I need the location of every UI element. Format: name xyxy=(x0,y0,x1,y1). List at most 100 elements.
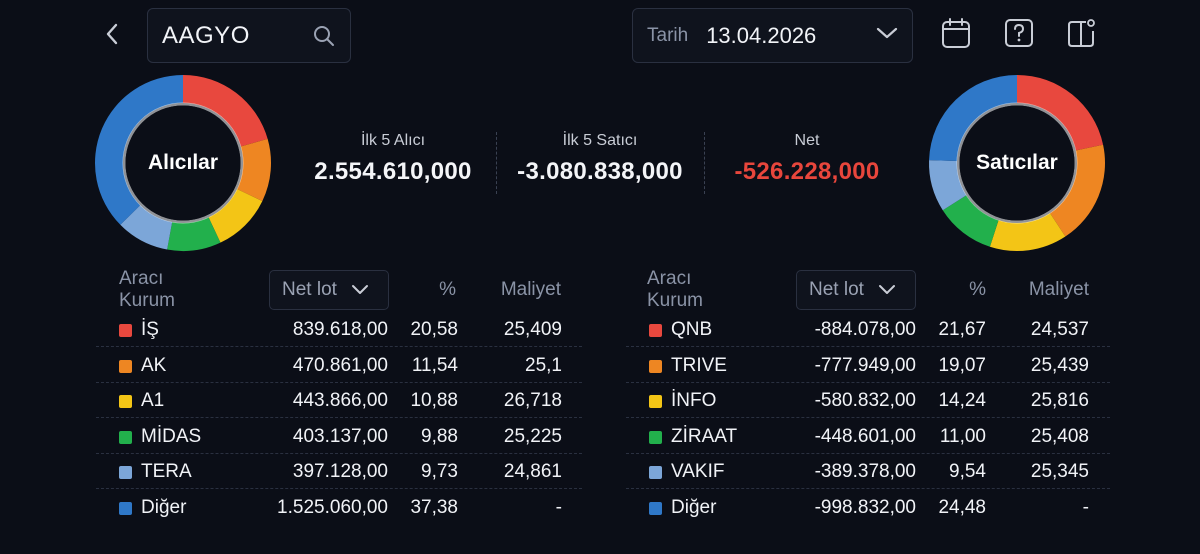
chevron-down-icon xyxy=(351,284,369,296)
net-lot-value: -580.832,00 xyxy=(814,390,916,411)
broker-color-swatch xyxy=(119,324,132,337)
layout-settings-button[interactable] xyxy=(1065,17,1099,53)
broker-color-swatch xyxy=(649,395,662,408)
percent-value: 24,48 xyxy=(938,496,986,518)
cost-value: - xyxy=(555,496,562,518)
cost-value: 25,408 xyxy=(1030,425,1089,447)
donut-hole xyxy=(959,105,1075,221)
donut-slice xyxy=(929,160,967,211)
row-divider xyxy=(626,488,1110,489)
table-row[interactable]: AK 470.861,00 11,54 25,1 xyxy=(96,348,582,383)
table-row[interactable]: İŞ 839.618,00 20,58 25,409 xyxy=(96,312,582,347)
net-lot-value: -448.601,00 xyxy=(814,425,916,447)
header-percent: % xyxy=(969,279,986,300)
row-divider xyxy=(626,381,1110,383)
broker-name: QNB xyxy=(671,319,713,340)
table-row[interactable]: TERA 397.128,00 9,73 24,861 xyxy=(96,454,582,489)
symbol-value[interactable]: AAGYO xyxy=(162,21,250,49)
net-lot-value: 443.866,00 xyxy=(292,390,388,411)
table-row[interactable]: VAKIF -389.378,00 9,54 25,345 xyxy=(626,454,1110,489)
chevron-left-icon xyxy=(104,22,120,51)
net-lot-value: 839.618,00 xyxy=(292,319,388,340)
percent-value: 20,58 xyxy=(410,319,458,340)
cost-value: 26,718 xyxy=(503,390,562,411)
table-row[interactable]: Diğer 1.525.060,00 37,38 - xyxy=(96,490,582,525)
header-broker: Aracı Kurum xyxy=(647,268,703,311)
calendar-icon xyxy=(941,17,971,54)
row-divider xyxy=(96,381,582,383)
date-selector[interactable]: Tarih 13.04.2026 xyxy=(632,8,913,63)
sellers-donut-label: Satıcılar xyxy=(976,151,1058,174)
broker-color-swatch xyxy=(119,359,132,373)
netlot-header: Net lot xyxy=(809,279,864,300)
broker-color-swatch xyxy=(119,501,132,515)
broker-color-swatch xyxy=(119,395,132,408)
row-divider xyxy=(96,417,582,418)
table-row[interactable]: MİDAS 403.137,00 9,88 25,225 xyxy=(96,419,582,454)
back-button[interactable] xyxy=(96,18,128,54)
table-row[interactable]: ZİRAAT -448.601,00 11,00 25,408 xyxy=(626,419,1110,454)
net-lot-value: -389.378,00 xyxy=(814,461,916,482)
table-row[interactable]: A1 443.866,00 10,88 26,718 xyxy=(96,383,582,418)
buyers-donut-chart: Alıcılar xyxy=(94,74,272,252)
cost-value: 25,439 xyxy=(1030,354,1089,376)
sellers-donut-chart: Satıcılar xyxy=(928,74,1106,252)
net-label: Net xyxy=(794,132,820,149)
cost-value: - xyxy=(1082,496,1089,518)
chevron-down-icon xyxy=(876,26,898,45)
broker-color-swatch xyxy=(649,466,662,479)
calendar-button[interactable] xyxy=(939,17,973,53)
donut-slice xyxy=(167,217,221,251)
top-sellers-value: -3.080.838,000 xyxy=(517,158,683,185)
table-row[interactable]: QNB -884.078,00 21,67 24,537 xyxy=(626,312,1110,347)
net-lot-value: -777.949,00 xyxy=(814,354,916,376)
cost-value: 25,409 xyxy=(503,319,562,340)
summary-top-sellers: İlk 5 Satıcı -3.080.838,000 xyxy=(506,132,694,194)
netlot-sort-dropdown[interactable]: Net lot xyxy=(269,270,389,310)
net-value: -526.228,000 xyxy=(734,158,880,185)
percent-value: 37,38 xyxy=(410,496,458,518)
date-value: 13.04.2026 xyxy=(706,22,817,48)
symbol-search[interactable]: AAGYO xyxy=(147,8,351,63)
donut-slice xyxy=(208,188,263,243)
row-divider xyxy=(626,346,1110,347)
help-icon xyxy=(1004,18,1034,53)
donut-slice xyxy=(237,138,271,202)
percent-value: 19,07 xyxy=(938,354,986,376)
top-sellers-label: İlk 5 Satıcı xyxy=(562,132,638,149)
net-lot-value: -884.078,00 xyxy=(814,319,916,340)
table-row[interactable]: TRIVE -777.949,00 19,07 25,439 xyxy=(626,348,1110,383)
donut-slice xyxy=(1049,144,1105,237)
donut-inner-ring xyxy=(122,102,244,224)
top-buyers-label: İlk 5 Alıcı xyxy=(360,132,426,149)
header-cost: Maliyet xyxy=(1028,279,1089,300)
donut-slice xyxy=(120,205,173,250)
broker-color-swatch xyxy=(649,359,662,373)
donut-inner-ring xyxy=(956,102,1078,224)
table-row[interactable]: Diğer -998.832,00 24,48 - xyxy=(626,490,1110,525)
percent-value: 21,67 xyxy=(938,319,986,340)
broker-name: AK xyxy=(141,354,167,376)
broker-color-swatch xyxy=(649,501,662,515)
top-buyers-value: 2.554.610,000 xyxy=(314,158,472,185)
net-lot-value: 403.137,00 xyxy=(292,425,388,447)
netlot-sort-dropdown[interactable]: Net lot xyxy=(796,270,916,310)
row-divider xyxy=(626,452,1110,454)
broker-name: Diğer xyxy=(671,496,717,518)
help-button[interactable] xyxy=(1002,17,1036,53)
row-divider xyxy=(626,417,1110,418)
net-lot-value: -998.832,00 xyxy=(814,496,916,518)
search-icon[interactable] xyxy=(312,24,336,48)
cost-value: 24,537 xyxy=(1030,319,1089,340)
date-label: Tarih xyxy=(647,24,689,46)
donut-slice xyxy=(942,195,999,247)
broker-color-swatch xyxy=(119,430,132,444)
summary-divider xyxy=(496,132,497,194)
summary-divider xyxy=(704,132,705,194)
broker-name: TRIVE xyxy=(671,354,727,376)
percent-value: 14,24 xyxy=(938,390,986,411)
percent-value: 11,00 xyxy=(939,425,986,447)
table-row[interactable]: İNFO -580.832,00 14,24 25,816 xyxy=(626,383,1110,418)
header-cost: Maliyet xyxy=(500,279,561,300)
broker-name: İŞ xyxy=(141,319,159,340)
